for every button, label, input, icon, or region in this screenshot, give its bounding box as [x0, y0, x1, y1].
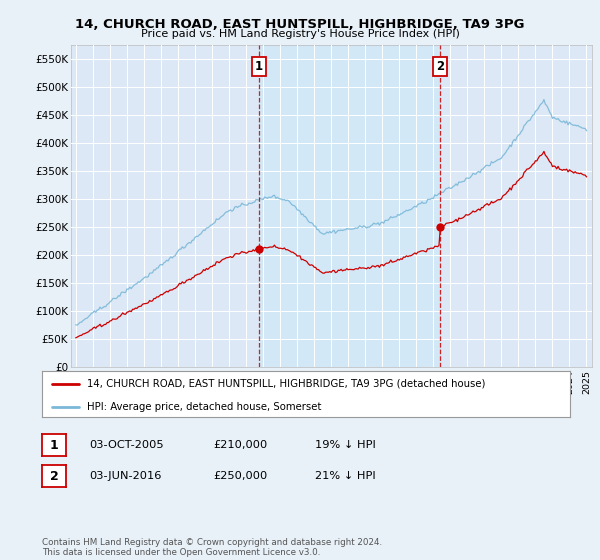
- Bar: [259, 45, 440, 367]
- Text: £250,000: £250,000: [213, 471, 267, 481]
- Text: 03-JUN-2016: 03-JUN-2016: [89, 471, 161, 481]
- Text: HPI: Average price, detached house, Somerset: HPI: Average price, detached house, Some…: [87, 402, 322, 412]
- Text: 1: 1: [50, 438, 58, 452]
- Text: Contains HM Land Registry data © Crown copyright and database right 2024.
This d: Contains HM Land Registry data © Crown c…: [42, 538, 382, 557]
- Text: 03-OCT-2005: 03-OCT-2005: [89, 440, 163, 450]
- Text: £210,000: £210,000: [213, 440, 267, 450]
- Text: 2: 2: [50, 469, 58, 483]
- Text: 2: 2: [436, 59, 445, 73]
- Text: 1: 1: [255, 59, 263, 73]
- Text: 21% ↓ HPI: 21% ↓ HPI: [315, 471, 376, 481]
- Text: Price paid vs. HM Land Registry's House Price Index (HPI): Price paid vs. HM Land Registry's House …: [140, 29, 460, 39]
- Text: 14, CHURCH ROAD, EAST HUNTSPILL, HIGHBRIDGE, TA9 3PG (detached house): 14, CHURCH ROAD, EAST HUNTSPILL, HIGHBRI…: [87, 379, 485, 389]
- Text: 14, CHURCH ROAD, EAST HUNTSPILL, HIGHBRIDGE, TA9 3PG: 14, CHURCH ROAD, EAST HUNTSPILL, HIGHBRI…: [75, 18, 525, 31]
- Text: 19% ↓ HPI: 19% ↓ HPI: [315, 440, 376, 450]
